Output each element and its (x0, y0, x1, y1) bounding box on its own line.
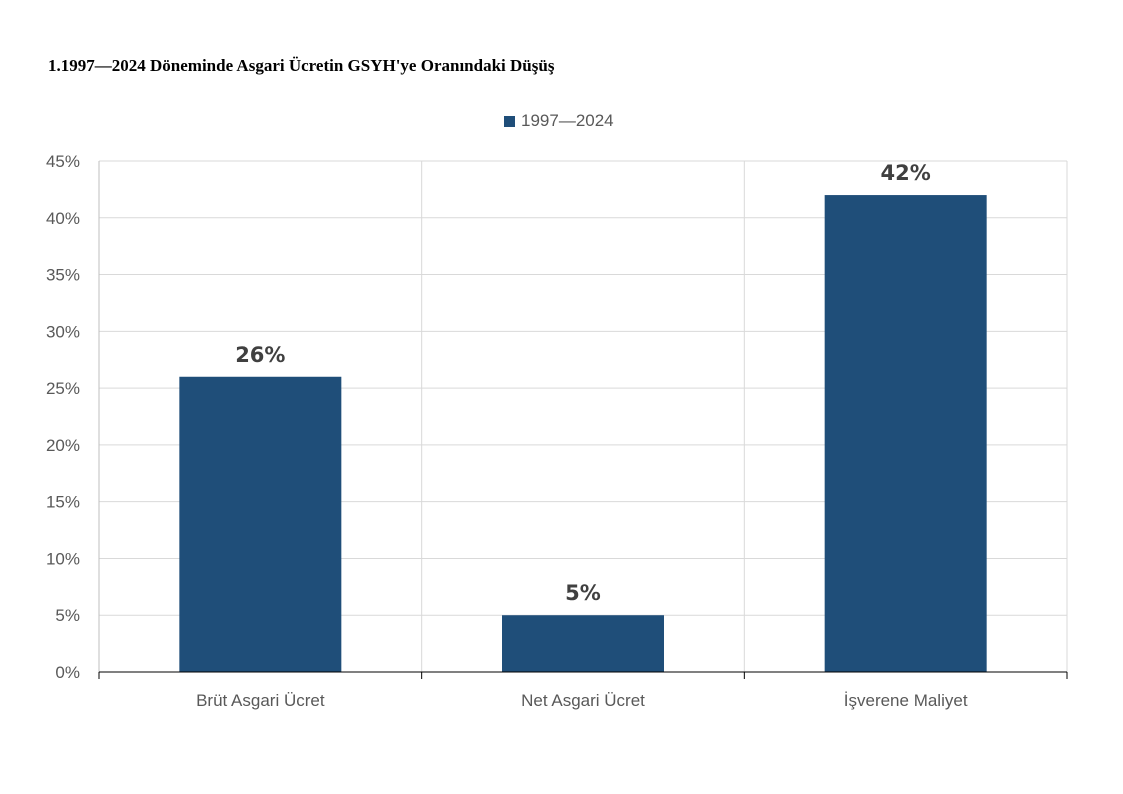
y-tick-label: 10% (46, 549, 80, 568)
data-label: 42% (881, 161, 931, 185)
y-tick-label: 35% (46, 266, 80, 285)
y-tick-label: 15% (46, 493, 80, 512)
x-tick-label: İşverene Maliyet (844, 691, 968, 710)
y-tick-label: 45% (46, 152, 80, 171)
legend-label: 1997—2024 (521, 111, 614, 130)
y-tick-label: 40% (46, 209, 80, 228)
y-tick-label: 5% (55, 606, 80, 625)
y-tick-label: 30% (46, 322, 80, 341)
chart-title: 1.1997—2024 Döneminde Asgari Ücretin GSY… (48, 56, 555, 75)
y-tick-label: 20% (46, 436, 80, 455)
y-tick-label: 0% (55, 663, 80, 682)
legend-swatch (504, 115, 515, 127)
x-tick-label: Brüt Asgari Ücret (196, 691, 325, 710)
data-label: 5% (565, 581, 601, 605)
bar (502, 615, 664, 672)
x-tick-label: Net Asgari Ücret (521, 691, 645, 710)
legend: 1997—2024 (504, 111, 614, 131)
bar (824, 195, 987, 673)
y-tick-label: 25% (46, 379, 80, 398)
data-label: 26% (235, 343, 285, 367)
bar (179, 376, 342, 672)
